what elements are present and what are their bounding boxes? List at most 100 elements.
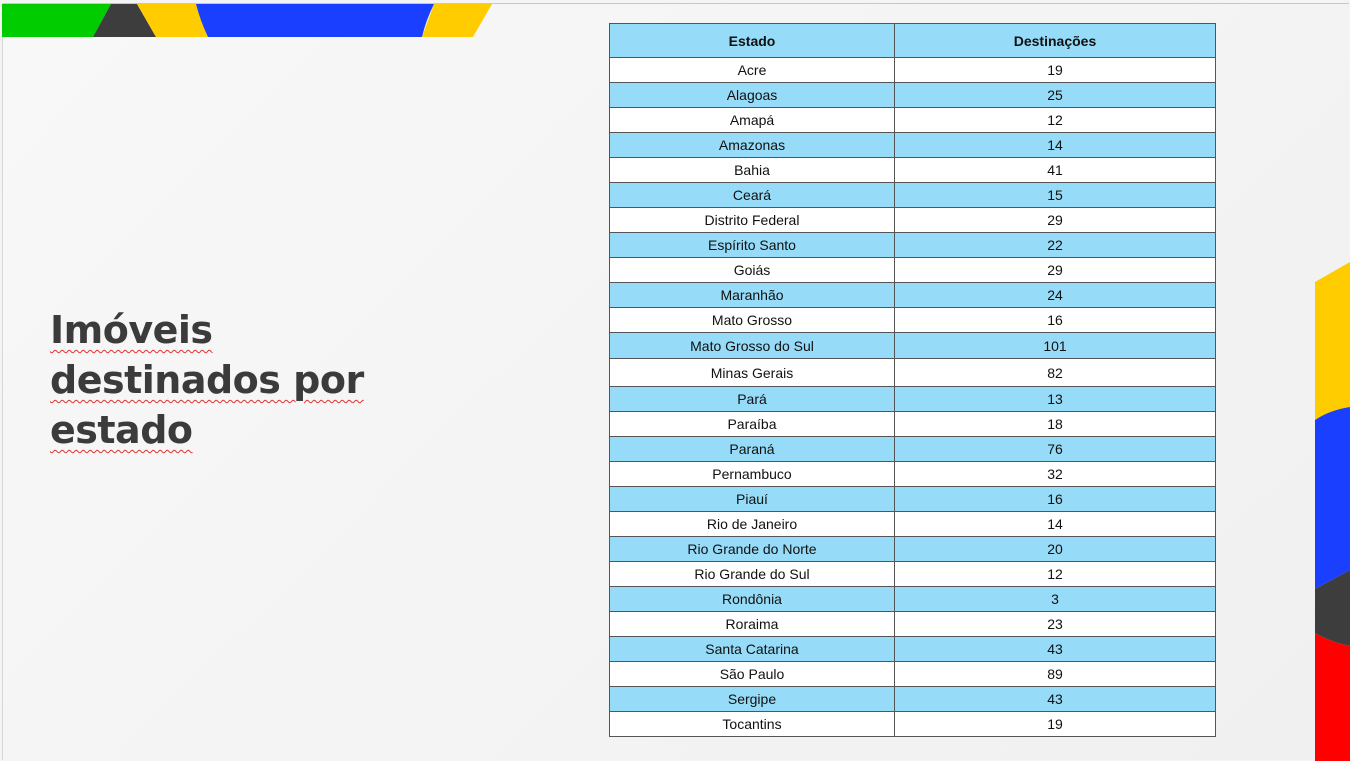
state-cell: Sergipe [609, 686, 895, 712]
state-cell: Goiás [609, 257, 895, 283]
state-cell: Roraima [609, 611, 895, 637]
count-cell: 12 [894, 561, 1216, 587]
count-cell: 12 [894, 107, 1216, 133]
state-cell: Paraíba [609, 411, 895, 437]
table-header-row: Estado Destinações [609, 23, 1216, 58]
count-cell: 14 [894, 511, 1216, 537]
count-cell: 24 [894, 282, 1216, 308]
blue-band [196, 4, 434, 37]
table-row: Mato Grosso do Sul 101 [609, 332, 1216, 359]
table-row: Roraima 23 [609, 611, 1216, 637]
count-cell: 16 [894, 307, 1216, 333]
right-yellow-band [1315, 262, 1350, 420]
top-stripe [2, 4, 492, 37]
count-cell: 101 [894, 332, 1216, 359]
header-estado: Estado [609, 23, 895, 58]
yellow-band-2 [422, 4, 492, 37]
count-cell: 25 [894, 82, 1216, 108]
table-row: Alagoas 25 [609, 82, 1216, 108]
table-row: Tocantins 19 [609, 711, 1216, 737]
count-cell: 89 [894, 661, 1216, 687]
table-row: Santa Catarina 43 [609, 636, 1216, 662]
table-row: Mato Grosso 16 [609, 307, 1216, 333]
count-cell: 32 [894, 461, 1216, 487]
state-cell: Minas Gerais [609, 358, 895, 387]
header-destinacoes: Destinações [894, 23, 1216, 58]
table-row: Espírito Santo 22 [609, 232, 1216, 258]
table-row: Maranhão 24 [609, 282, 1216, 308]
state-cell: Paraná [609, 436, 895, 462]
title-line-2: destinados por [50, 358, 364, 402]
state-cell: Ceará [609, 182, 895, 208]
state-cell: Mato Grosso [609, 307, 895, 333]
table-row: Ceará 15 [609, 182, 1216, 208]
state-cell: Espírito Santo [609, 232, 895, 258]
right-dark-band [1315, 570, 1350, 646]
state-cell: Acre [609, 57, 895, 83]
state-cell: Tocantins [609, 711, 895, 737]
count-cell: 29 [894, 207, 1216, 233]
state-cell: Rio Grande do Norte [609, 536, 895, 562]
page-title: Imóveis destinados por estado [50, 305, 364, 455]
yellow-band [137, 4, 208, 37]
state-cell: Alagoas [609, 82, 895, 108]
title-line-3: estado [50, 408, 193, 452]
table-row: Rio de Janeiro 14 [609, 511, 1216, 537]
table-row: Minas Gerais 82 [609, 358, 1216, 387]
count-cell: 15 [894, 182, 1216, 208]
count-cell: 82 [894, 358, 1216, 387]
count-cell: 14 [894, 132, 1216, 158]
right-stripe [1315, 262, 1350, 761]
state-cell: Distrito Federal [609, 207, 895, 233]
state-cell: Bahia [609, 157, 895, 183]
state-cell: Amapá [609, 107, 895, 133]
table-row: Piauí 16 [609, 486, 1216, 512]
state-cell: Santa Catarina [609, 636, 895, 662]
count-cell: 3 [894, 586, 1216, 612]
count-cell: 76 [894, 436, 1216, 462]
state-cell: Rondônia [609, 586, 895, 612]
title-line-1: Imóveis [50, 308, 213, 352]
right-blue-band [1315, 407, 1350, 589]
state-cell: Rio de Janeiro [609, 511, 895, 537]
count-cell: 22 [894, 232, 1216, 258]
table-row: Rondônia 3 [609, 586, 1216, 612]
count-cell: 18 [894, 411, 1216, 437]
table-row: Paraíba 18 [609, 411, 1216, 437]
table-row: Bahia 41 [609, 157, 1216, 183]
table-row: Rio Grande do Sul 12 [609, 561, 1216, 587]
count-cell: 13 [894, 386, 1216, 412]
count-cell: 43 [894, 636, 1216, 662]
table-row: Pernambuco 32 [609, 461, 1216, 487]
table-row: Acre 19 [609, 57, 1216, 83]
state-cell: Rio Grande do Sul [609, 561, 895, 587]
count-cell: 23 [894, 611, 1216, 637]
state-cell: Pernambuco [609, 461, 895, 487]
state-cell: Maranhão [609, 282, 895, 308]
state-cell: Amazonas [609, 132, 895, 158]
green-band [2, 4, 111, 37]
right-red-band [1315, 633, 1350, 761]
state-cell: São Paulo [609, 661, 895, 687]
state-cell: Mato Grosso do Sul [609, 332, 895, 359]
dark-band [93, 4, 156, 37]
table-row: Amapá 12 [609, 107, 1216, 133]
count-cell: 20 [894, 536, 1216, 562]
destinations-table: Estado Destinações Acre 19 Alagoas 25 Amapá 1… [609, 23, 1216, 737]
table-row: São Paulo 89 [609, 661, 1216, 687]
count-cell: 29 [894, 257, 1216, 283]
table-row: Paraná 76 [609, 436, 1216, 462]
table-row: Pará 13 [609, 386, 1216, 412]
table-row: Distrito Federal 29 [609, 207, 1216, 233]
state-cell: Piauí [609, 486, 895, 512]
table-row: Goiás 29 [609, 257, 1216, 283]
count-cell: 16 [894, 486, 1216, 512]
count-cell: 19 [894, 711, 1216, 737]
count-cell: 19 [894, 57, 1216, 83]
table-row: Amazonas 14 [609, 132, 1216, 158]
count-cell: 43 [894, 686, 1216, 712]
count-cell: 41 [894, 157, 1216, 183]
state-cell: Pará [609, 386, 895, 412]
table-row: Sergipe 43 [609, 686, 1216, 712]
